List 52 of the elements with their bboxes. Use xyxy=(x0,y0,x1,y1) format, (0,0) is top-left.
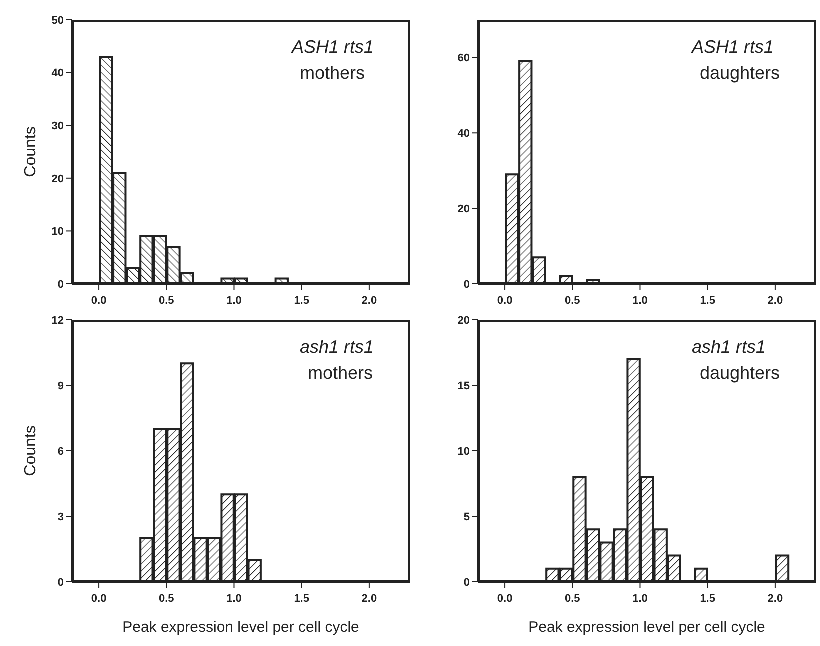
annotation: ash1 rts1 xyxy=(692,336,767,359)
x-tick-label: 1.0 xyxy=(226,593,242,605)
y-tick-label: 40 xyxy=(52,68,64,80)
x-tick-label: 1.5 xyxy=(294,295,310,307)
y-tick-label: 10 xyxy=(52,226,64,238)
y-axis-title: Counts xyxy=(22,426,40,476)
y-tick-label: 0 xyxy=(464,576,470,589)
annotation: ash1 rts1 xyxy=(300,336,374,359)
y-tick-label: 20 xyxy=(52,173,64,186)
y-tick-label: 0 xyxy=(464,278,470,291)
y-tick-label: 30 xyxy=(52,120,64,133)
y-tick-label: 3 xyxy=(58,511,64,524)
x-tick-label: 1.5 xyxy=(294,593,310,605)
x-axis-title: Peak expression level per cell cycle xyxy=(122,619,360,636)
x-tick-label: 0.5 xyxy=(564,295,580,307)
annotation: ASH1 rts1 xyxy=(692,36,775,59)
x-tick-label: 0.5 xyxy=(564,593,580,605)
x-tick-label: 2.0 xyxy=(362,295,378,307)
x-tick-label: 0.0 xyxy=(497,295,513,307)
annotation: daughters xyxy=(698,62,780,85)
y-tick-label: 9 xyxy=(58,380,64,392)
x-tick-label: 1.5 xyxy=(700,593,716,605)
annotation: daughters xyxy=(698,362,780,385)
x-tick-label: 1.0 xyxy=(226,295,242,307)
x-tick-label: 2.0 xyxy=(768,295,784,307)
x-tick-label: 0.0 xyxy=(497,593,513,605)
x-tick-label: 0.5 xyxy=(158,295,174,307)
x-tick-label: 0.5 xyxy=(158,593,174,605)
x-tick-label: 0.0 xyxy=(91,593,107,605)
annotation: mothers xyxy=(306,362,374,385)
x-tick-label: 2.0 xyxy=(362,593,378,605)
y-tick-label: 60 xyxy=(458,52,470,65)
y-tick-label: 15 xyxy=(458,380,470,392)
y-tick-label: 50 xyxy=(52,14,64,27)
y-tick-label: 20 xyxy=(458,314,470,327)
y-tick-label: 6 xyxy=(58,446,64,458)
annotation: ASH1 rts1 xyxy=(292,36,374,59)
y-tick-label: 40 xyxy=(458,128,470,140)
y-tick-label: 20 xyxy=(458,203,470,216)
x-tick-label: 0.0 xyxy=(91,295,107,307)
y-tick-label: 0 xyxy=(58,576,64,589)
y-tick-label: 0 xyxy=(58,278,64,291)
x-tick-label: 1.5 xyxy=(700,295,716,307)
x-tick-label: 2.0 xyxy=(768,593,784,605)
y-tick-label: 5 xyxy=(464,511,470,524)
y-tick-label: 12 xyxy=(52,314,64,327)
x-tick-label: 1.0 xyxy=(632,593,648,605)
annotation: mothers xyxy=(298,62,366,85)
y-tick-label: 10 xyxy=(458,446,470,458)
x-axis-title: Peak expression level per cell cycle xyxy=(528,619,766,636)
y-axis-title: Counts xyxy=(22,126,40,178)
x-tick-label: 1.0 xyxy=(632,295,648,307)
